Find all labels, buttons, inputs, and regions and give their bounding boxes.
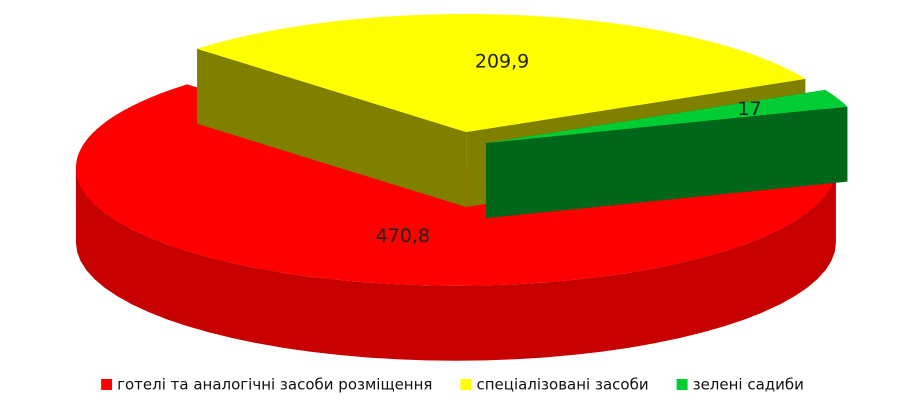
data-label: 209,9 bbox=[475, 51, 529, 73]
legend-swatch bbox=[460, 379, 472, 390]
legend-label: готелі та аналогічні засоби розміщення bbox=[117, 376, 432, 394]
slice bbox=[486, 89, 848, 219]
slice-wall bbox=[197, 48, 467, 208]
slice-top bbox=[486, 89, 848, 144]
data-label: 17 bbox=[737, 98, 761, 120]
legend-swatch bbox=[676, 379, 688, 390]
data-label: 470,8 bbox=[376, 225, 430, 247]
slice-side bbox=[75, 167, 836, 361]
legend-label: зелені садиби bbox=[693, 376, 804, 394]
slice-wall bbox=[486, 106, 848, 219]
slice-top bbox=[197, 14, 806, 133]
legend-label: спеціалізовані засоби bbox=[476, 376, 648, 394]
legend-swatch bbox=[101, 379, 113, 390]
